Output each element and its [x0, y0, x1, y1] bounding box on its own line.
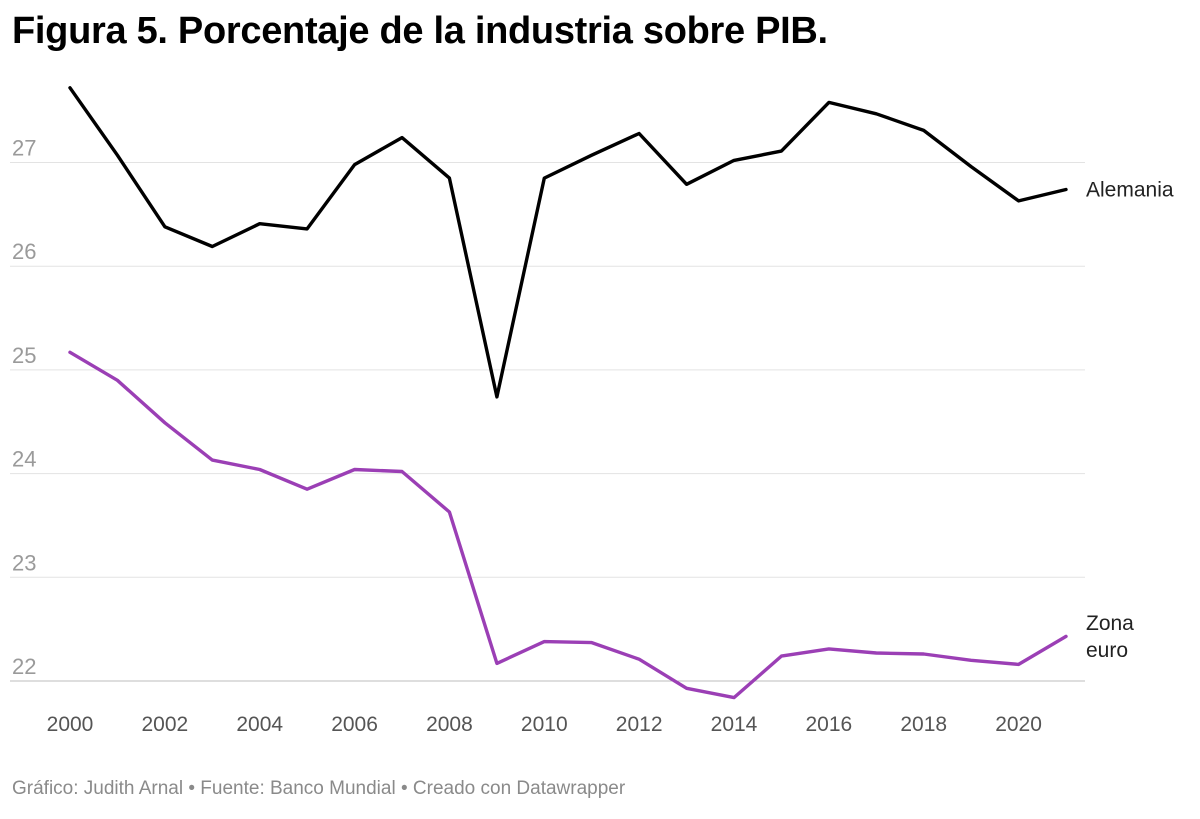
- x-tick-label: 2000: [47, 713, 94, 736]
- x-tick-label: 2010: [521, 713, 568, 736]
- data-point-zona-euro: [542, 640, 546, 644]
- x-tick-label: 2018: [900, 713, 947, 736]
- data-point-alemania: [210, 244, 214, 248]
- y-tick-label: 27: [12, 136, 36, 161]
- data-point-alemania: [447, 176, 451, 180]
- y-tick-label: 25: [12, 343, 36, 368]
- x-tick-label: 2012: [616, 713, 663, 736]
- data-point-zona-euro: [874, 651, 878, 655]
- data-point-zona-euro: [1017, 662, 1021, 666]
- data-point-alemania: [590, 153, 594, 157]
- data-point-alemania: [115, 153, 119, 157]
- y-tick-label: 24: [12, 447, 36, 472]
- line-chart: 22 23 24 25 26 27 2000 2002 2004 2006 2008 2010 201…: [10, 86, 1174, 736]
- data-point-alemania: [1064, 187, 1068, 191]
- y-axis-ticks: 22 23 24 25 26 27: [12, 136, 36, 680]
- x-tick-label: 2002: [141, 713, 188, 736]
- data-point-zona-euro: [637, 657, 641, 661]
- data-point-zona-euro: [353, 467, 357, 471]
- data-point-alemania: [495, 395, 499, 399]
- data-point-zona-euro: [779, 654, 783, 658]
- data-point-alemania: [305, 227, 309, 231]
- x-tick-label: 2004: [236, 713, 283, 736]
- chart-title: Figura 5. Porcentaje de la industria sob…: [12, 10, 828, 52]
- data-point-zona-euro: [258, 467, 262, 471]
- data-point-alemania: [258, 222, 262, 226]
- x-tick-label: 2020: [995, 713, 1042, 736]
- chart-footer: Gráfico: Judith Arnal • Fuente: Banco Mu…: [12, 778, 626, 799]
- data-point-zona-euro: [210, 458, 214, 462]
- data-point-zona-euro: [495, 661, 499, 665]
- series-lines: [68, 86, 1068, 700]
- data-point-zona-euro: [305, 487, 309, 491]
- data-point-alemania: [827, 100, 831, 104]
- x-axis-ticks: 2000 2002 2004 2006 2008 2010 2012 2014 2016 2018…: [47, 713, 1042, 736]
- data-point-alemania: [400, 136, 404, 140]
- data-point-alemania: [969, 165, 973, 169]
- x-tick-label: 2006: [331, 713, 378, 736]
- series-labels: Alemania Zona euro: [1086, 178, 1174, 661]
- gridlines: [10, 162, 1085, 682]
- data-point-zona-euro: [922, 652, 926, 656]
- data-point-zona-euro: [590, 641, 594, 645]
- data-point-alemania: [779, 149, 783, 153]
- data-point-zona-euro: [969, 658, 973, 662]
- y-tick-label: 23: [12, 550, 36, 575]
- data-point-alemania: [922, 128, 926, 132]
- y-tick-label: 22: [12, 654, 36, 679]
- data-point-alemania: [68, 86, 72, 90]
- data-point-zona-euro: [732, 696, 736, 700]
- x-tick-label: 2014: [711, 713, 758, 736]
- data-point-zona-euro: [115, 378, 119, 382]
- data-point-alemania: [874, 112, 878, 116]
- data-point-zona-euro: [1064, 634, 1068, 638]
- series-line-zona-euro: [68, 350, 1068, 700]
- series-label-zona-euro: Zona: [1086, 612, 1134, 635]
- x-tick-label: 2016: [805, 713, 852, 736]
- data-point-zona-euro: [447, 510, 451, 514]
- series-label-alemania: Alemania: [1086, 178, 1174, 201]
- data-point-zona-euro: [68, 350, 72, 354]
- data-point-alemania: [163, 225, 167, 229]
- data-point-zona-euro: [400, 470, 404, 474]
- series-label-zona-euro: euro: [1086, 639, 1128, 662]
- data-point-alemania: [542, 176, 546, 180]
- data-point-zona-euro: [827, 647, 831, 651]
- data-point-alemania: [685, 182, 689, 186]
- data-point-zona-euro: [163, 421, 167, 425]
- series-line-alemania: [68, 86, 1068, 399]
- x-tick-label: 2008: [426, 713, 473, 736]
- data-point-alemania: [637, 131, 641, 135]
- data-point-alemania: [1017, 199, 1021, 203]
- data-point-alemania: [732, 158, 736, 162]
- data-point-zona-euro: [685, 686, 689, 690]
- y-tick-label: 26: [12, 239, 36, 264]
- data-point-alemania: [353, 163, 357, 167]
